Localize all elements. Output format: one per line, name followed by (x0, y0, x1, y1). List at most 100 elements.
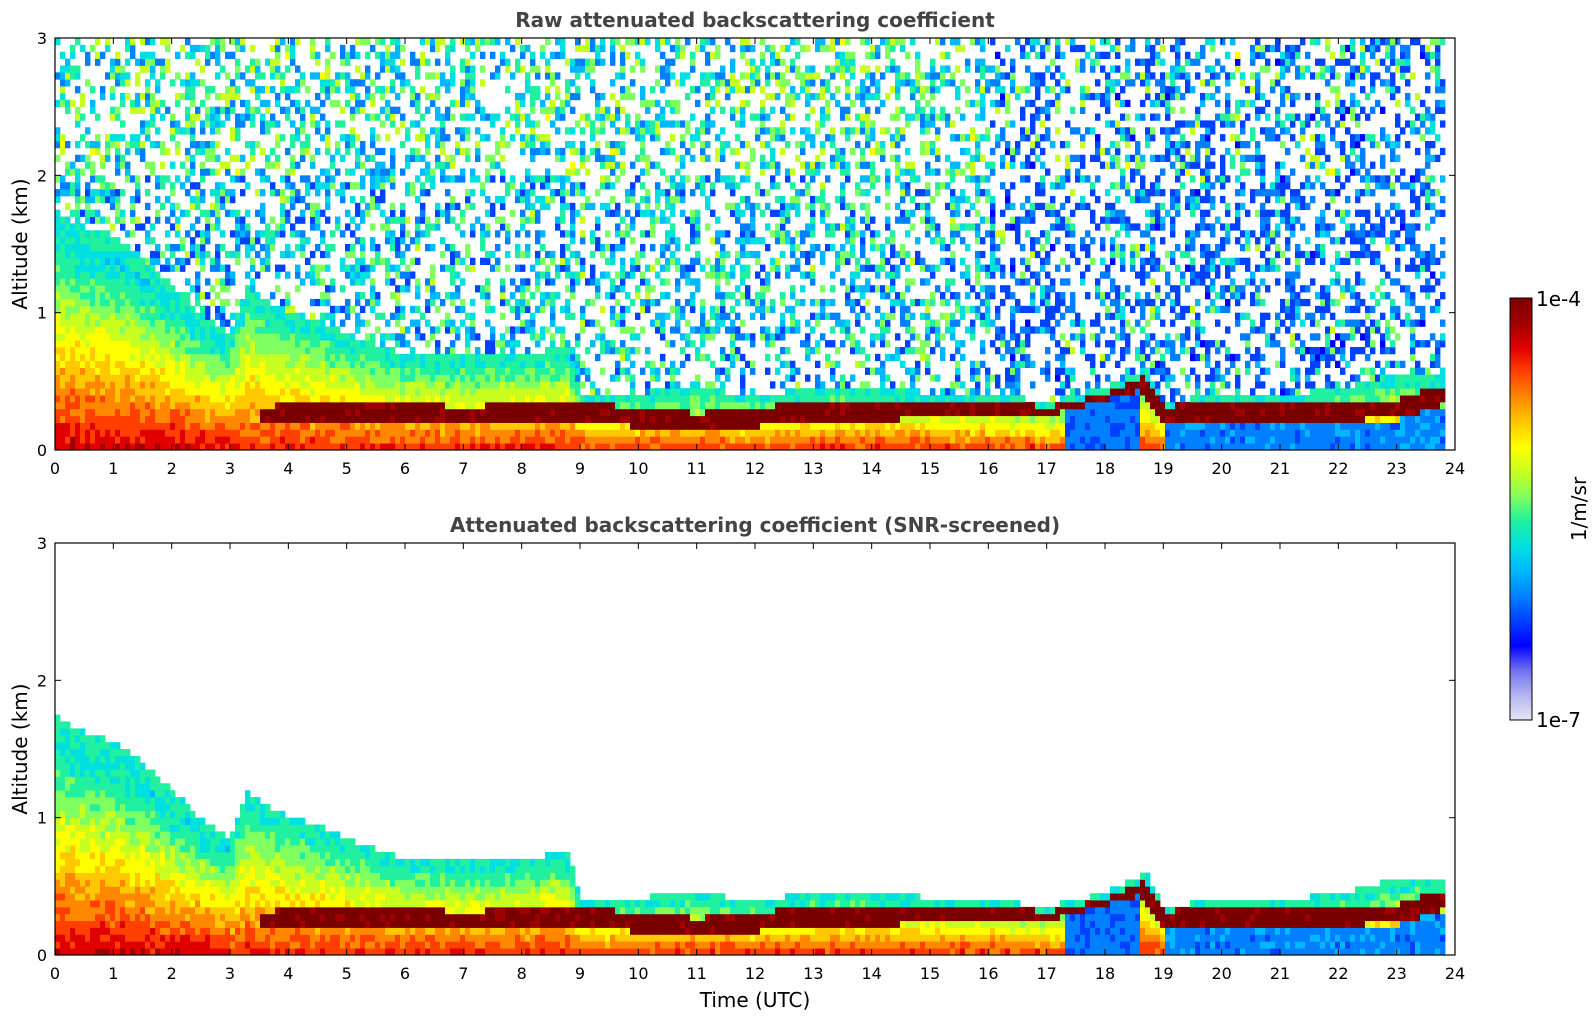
heatmap-cell (435, 422, 441, 430)
heatmap-cell (355, 237, 361, 245)
heatmap-cell (275, 305, 281, 314)
heatmap-cell (530, 443, 536, 450)
heatmap-cell (390, 347, 396, 355)
heatmap-cell (185, 312, 191, 320)
heatmap-cell (405, 415, 411, 423)
heatmap-cell (465, 340, 471, 348)
heatmap-cell (670, 408, 676, 417)
heatmap-cell (300, 195, 306, 204)
heatmap-cell (455, 127, 461, 135)
heatmap-cell (535, 175, 541, 183)
heatmap-cell (295, 374, 301, 382)
heatmap-cell (390, 216, 396, 224)
heatmap-cell (185, 72, 191, 80)
heatmap-cell (125, 367, 131, 375)
heatmap-cell (120, 189, 126, 197)
heatmap-cell (295, 38, 301, 46)
heatmap-cell (85, 298, 91, 307)
heatmap-cell (655, 127, 661, 135)
heatmap-cell (265, 264, 271, 272)
heatmap-cell (540, 333, 546, 341)
heatmap-cell (265, 106, 271, 114)
heatmap-cell (70, 360, 76, 368)
heatmap-cell (75, 360, 81, 368)
heatmap-cell (630, 223, 636, 231)
heatmap-cell (215, 443, 221, 450)
heatmap-cell (420, 381, 426, 389)
heatmap-cell (155, 99, 161, 108)
heatmap-cell (715, 367, 721, 375)
heatmap-cell (250, 79, 256, 87)
heatmap-cell (465, 189, 471, 197)
heatmap-cell (90, 99, 96, 108)
heatmap-cell (655, 326, 661, 334)
heatmap-cell (220, 106, 226, 114)
heatmap-cell (65, 141, 71, 149)
heatmap-cell (480, 244, 486, 252)
heatmap-cell (345, 312, 351, 320)
heatmap-cell (145, 216, 151, 224)
heatmap-cell (190, 367, 196, 375)
heatmap-cell (180, 92, 186, 101)
heatmap-cell (300, 422, 306, 430)
heatmap-cell (60, 92, 66, 101)
heatmap-cell (355, 161, 361, 169)
heatmap-cell (310, 388, 316, 396)
heatmap-cell (420, 38, 426, 46)
heatmap-cell (345, 209, 351, 217)
heatmap-cell (675, 154, 681, 162)
heatmap-cell (85, 51, 91, 59)
heatmap-cell (555, 216, 561, 224)
heatmap-cell (100, 264, 106, 272)
heatmap-cell (535, 388, 541, 396)
heatmap-cell (440, 436, 446, 444)
heatmap-cell (280, 175, 286, 183)
heatmap-cell (395, 360, 401, 368)
heatmap-cell (415, 429, 421, 437)
heatmap-cell (660, 292, 666, 300)
heatmap-cell (215, 38, 221, 46)
heatmap-cell (560, 182, 566, 190)
heatmap-cell (70, 223, 76, 231)
heatmap-cell (220, 298, 226, 307)
heatmap-cell (85, 340, 91, 348)
heatmap-cell (545, 92, 551, 101)
heatmap-cell (70, 443, 76, 450)
heatmap-cell (55, 209, 61, 217)
heatmap-cell (235, 209, 241, 217)
heatmap-cell (665, 65, 671, 73)
heatmap-cell (525, 395, 531, 403)
heatmap-cell (355, 298, 361, 307)
heatmap-cell (235, 298, 241, 307)
heatmap-cell (215, 429, 221, 437)
heatmap-cell (675, 298, 681, 307)
heatmap-cell (200, 353, 206, 362)
heatmap-cell (265, 244, 271, 252)
heatmap-cell (305, 141, 311, 149)
heatmap-cell (75, 340, 81, 348)
heatmap-cell (575, 443, 581, 450)
heatmap-cell (130, 271, 136, 279)
heatmap-cell (130, 333, 136, 341)
heatmap-cell (605, 271, 611, 279)
heatmap-cell (65, 374, 71, 382)
heatmap-cell (355, 395, 361, 403)
heatmap-cell (195, 395, 201, 403)
heatmap-cell (105, 367, 111, 375)
heatmap-cell (65, 388, 71, 396)
heatmap-cell (245, 340, 251, 348)
heatmap-cell (90, 305, 96, 314)
heatmap-cell (230, 250, 236, 259)
heatmap-cell (315, 374, 321, 382)
heatmap-cell (490, 443, 496, 450)
heatmap-cell (235, 436, 241, 444)
heatmap-cell (480, 113, 486, 121)
heatmap-cell (235, 360, 241, 368)
heatmap-cell (135, 175, 141, 183)
heatmap-cell (450, 257, 456, 265)
heatmap-cell (245, 443, 251, 450)
heatmap-cell (200, 436, 206, 444)
heatmap-cell (610, 154, 616, 162)
heatmap-cell (145, 353, 151, 362)
heatmap-cell (530, 367, 536, 375)
